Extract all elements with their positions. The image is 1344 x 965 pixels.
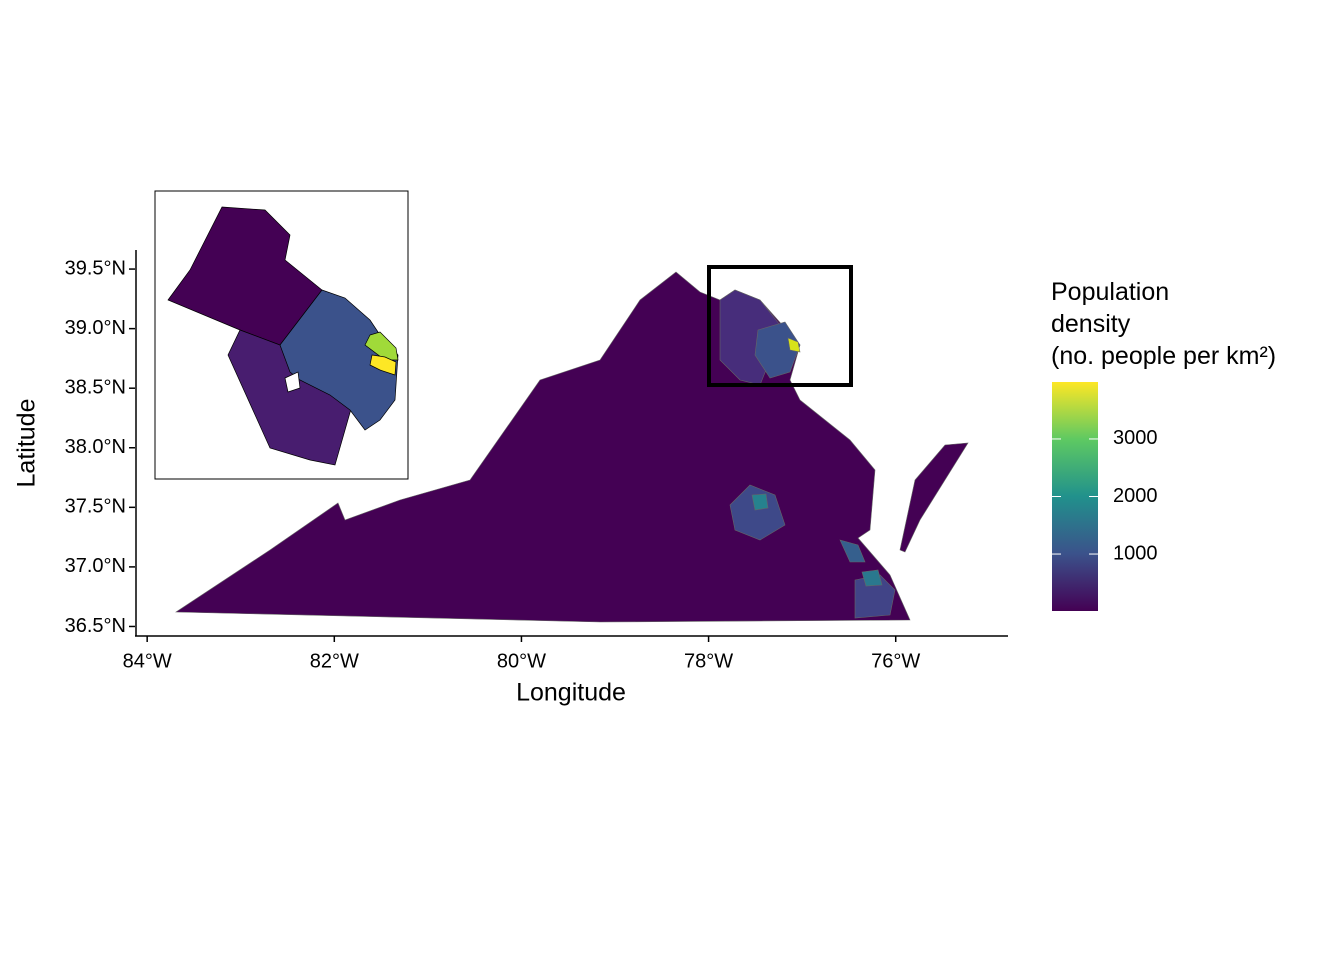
inset-map bbox=[154, 190, 409, 480]
inset-alexandria bbox=[369, 354, 397, 376]
legend-title: Population bbox=[1051, 278, 1169, 306]
legend: Population density (no. people per km²) 100… bbox=[1051, 278, 1276, 611]
y-tick-label: 39.0°N bbox=[65, 317, 126, 339]
norfolk bbox=[861, 569, 883, 587]
legend-title: (no. people per km²) bbox=[1051, 342, 1276, 370]
y-tick-label: 36.5°N bbox=[65, 615, 126, 637]
x-axis-title: Longitude bbox=[516, 679, 626, 707]
newport-news bbox=[839, 539, 866, 563]
x-tick-label: 80°W bbox=[497, 650, 546, 672]
y-axis-title: Latitude bbox=[13, 399, 41, 488]
x-tick-label: 76°W bbox=[871, 650, 920, 672]
x-tick-label: 78°W bbox=[684, 650, 733, 672]
richmond-city bbox=[751, 493, 769, 511]
colorbar-label: 3000 bbox=[1113, 427, 1158, 449]
zoom-box bbox=[707, 265, 853, 387]
y-tick-label: 38.5°N bbox=[65, 376, 126, 398]
x-tick-label: 82°W bbox=[310, 650, 359, 672]
inset-arlington bbox=[364, 331, 399, 361]
axes: Longitude Latitude 84°W 82°W 80°W 78°W 76°W 3… bbox=[13, 250, 1008, 707]
eastern-shore bbox=[899, 442, 969, 553]
arlington bbox=[787, 337, 801, 353]
inset-hole bbox=[284, 371, 301, 393]
legend-title: density bbox=[1051, 310, 1131, 338]
y-tick-label: 39.5°N bbox=[65, 257, 126, 279]
x-tick-label: 84°W bbox=[123, 650, 172, 672]
inset-fairfax bbox=[279, 289, 399, 431]
colorbar-label: 2000 bbox=[1113, 485, 1158, 507]
y-tick-label: 37.5°N bbox=[65, 496, 126, 518]
colorbar-label: 1000 bbox=[1113, 542, 1158, 564]
richmond-area bbox=[729, 484, 786, 541]
y-tick-label: 38.0°N bbox=[65, 436, 126, 458]
y-tick-label: 37.0°N bbox=[65, 555, 126, 577]
fairfax bbox=[754, 321, 801, 379]
virginia-map bbox=[175, 271, 969, 623]
